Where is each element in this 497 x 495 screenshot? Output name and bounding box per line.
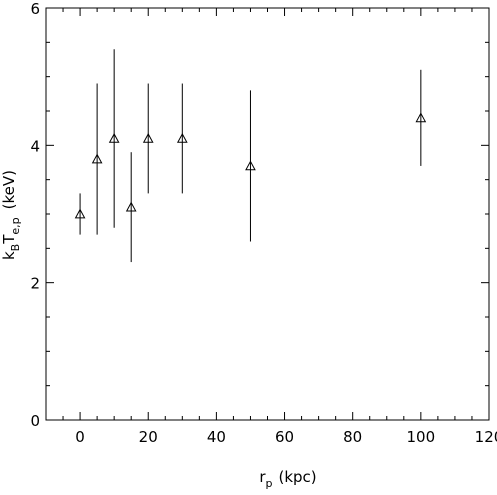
x-tick-label: 120 — [475, 428, 497, 446]
data-point-triangle — [245, 160, 256, 171]
data-point-triangle — [176, 132, 188, 143]
plot-frame — [45, 7, 490, 421]
x-tick-label: 80 — [343, 428, 362, 446]
data-point-triangle — [125, 201, 137, 212]
x-tick-label: 0 — [75, 428, 85, 446]
y-tick-label: 6 — [30, 0, 40, 18]
plot-border — [45, 7, 490, 421]
data-markers — [74, 112, 427, 219]
x-tick-label: 60 — [275, 428, 294, 446]
y-axis-ticks: 0 2 4 6 — [30, 0, 489, 430]
y-tick-label: 4 — [30, 137, 40, 155]
data-point-triangle — [91, 153, 103, 164]
data-point-triangle — [74, 208, 86, 219]
x-tick-label: 100 — [407, 428, 436, 446]
y-axis-label: kBTe,p(keV) — [0, 170, 22, 260]
y-tick-label: 0 — [30, 412, 40, 430]
data-point-triangle — [142, 132, 154, 143]
x-tick-label: 20 — [139, 428, 158, 446]
x-axis-ticks: 0 20 40 60 80 100 120 — [45, 8, 497, 446]
error-bars — [79, 49, 422, 263]
x-axis-label: rp (kpc) — [259, 468, 316, 490]
data-point-triangle — [415, 112, 427, 123]
data-point-triangle — [108, 132, 120, 143]
y-tick-label: 2 — [30, 275, 40, 293]
x-tick-label: 40 — [207, 428, 226, 446]
